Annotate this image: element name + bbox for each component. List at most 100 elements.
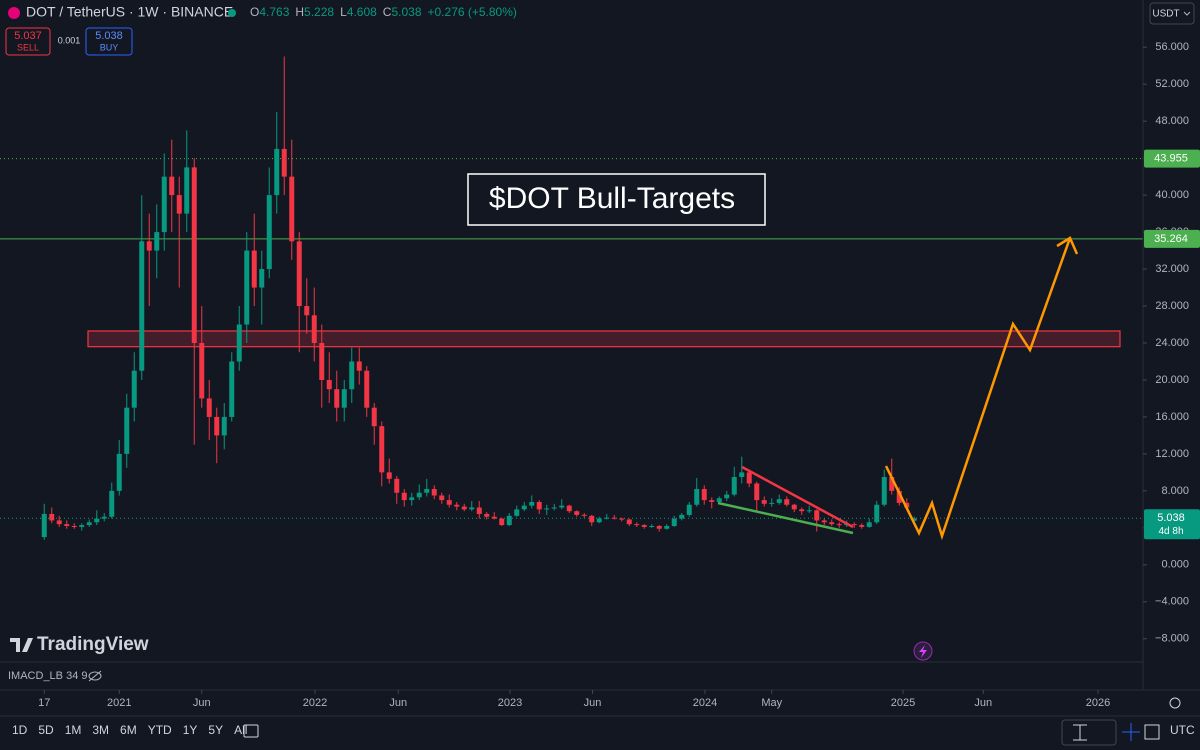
candle-body bbox=[71, 525, 77, 527]
candle-body bbox=[64, 524, 70, 526]
ohlc-letter: L bbox=[340, 5, 347, 19]
drawings: $DOT Bull-Targets bbox=[467, 173, 1079, 661]
candle-body bbox=[589, 515, 595, 523]
y-tick-label: 28.000 bbox=[1155, 300, 1189, 312]
y-tick-label: 20.000 bbox=[1155, 374, 1189, 386]
candle-body bbox=[244, 250, 250, 325]
symbol[interactable]: DOT / TetherUS · 1W · BINANCE bbox=[26, 4, 233, 20]
candle-body bbox=[326, 379, 332, 390]
candle-body bbox=[356, 361, 362, 371]
candle-body bbox=[199, 342, 205, 399]
candle-body bbox=[559, 505, 565, 508]
candle-body bbox=[296, 241, 302, 307]
sell-label: SELL bbox=[17, 42, 39, 52]
candle-body bbox=[761, 500, 767, 504]
candle-body bbox=[874, 504, 880, 523]
x-tick-label: 2024 bbox=[693, 697, 717, 709]
candle-body bbox=[229, 361, 235, 417]
candle-body bbox=[581, 514, 587, 516]
buy-button[interactable] bbox=[85, 27, 133, 56]
x-tick-label: Jun bbox=[193, 697, 211, 709]
candle-body bbox=[866, 522, 872, 527]
y-tick-label: 8.000 bbox=[1161, 485, 1189, 497]
candle-body bbox=[746, 472, 752, 484]
ohlc: O4.763 H5.228 L4.608 C5.038 +0.276 (+5.80%) bbox=[250, 5, 517, 19]
candle-body bbox=[814, 510, 820, 521]
candle-body bbox=[851, 524, 857, 526]
range-button[interactable]: YTD bbox=[148, 723, 172, 737]
trend-line bbox=[741, 465, 854, 529]
candle-body bbox=[184, 167, 190, 214]
price-tag bbox=[1144, 229, 1200, 248]
buy-label: BUY bbox=[100, 42, 119, 52]
trend-line bbox=[717, 501, 854, 535]
candle-body bbox=[394, 478, 400, 493]
candle-body bbox=[896, 490, 902, 503]
candle-body bbox=[319, 342, 325, 380]
candle-body bbox=[716, 498, 722, 502]
x-tick-label: May bbox=[761, 697, 782, 709]
candle-body bbox=[701, 489, 707, 501]
settings-icon[interactable] bbox=[1169, 697, 1181, 709]
candle-body bbox=[154, 232, 160, 251]
candle-body bbox=[221, 416, 227, 436]
candle-body bbox=[139, 241, 145, 371]
candle-body bbox=[304, 306, 310, 316]
candle-body bbox=[484, 513, 490, 517]
price-tag-label: 35.264 bbox=[1154, 233, 1188, 245]
goto-date-icon[interactable] bbox=[243, 724, 259, 738]
x-tick-label: 2025 bbox=[891, 697, 915, 709]
sell-button[interactable] bbox=[5, 27, 51, 56]
visibility-icon[interactable] bbox=[88, 670, 102, 682]
range-button[interactable]: 1Y bbox=[183, 723, 198, 737]
candle-body bbox=[656, 525, 662, 529]
indicator-label[interactable]: IMACD_LB 34 9 bbox=[8, 670, 87, 682]
y-tick-label: 16.000 bbox=[1155, 411, 1189, 423]
candle-body bbox=[206, 398, 212, 417]
candle-body bbox=[619, 518, 625, 520]
candle-body bbox=[161, 176, 167, 233]
candle-body bbox=[521, 505, 527, 510]
candle-body bbox=[799, 509, 805, 512]
x-tick-label: 2026 bbox=[1086, 697, 1110, 709]
candle-body bbox=[191, 167, 197, 343]
range-button[interactable]: 6M bbox=[120, 723, 137, 737]
y-tick-label: 56.000 bbox=[1155, 41, 1189, 53]
candle-body bbox=[596, 518, 602, 523]
candle-body bbox=[709, 500, 715, 502]
currency-button[interactable] bbox=[1149, 2, 1195, 25]
range-button[interactable]: 1M bbox=[65, 723, 82, 737]
candle-body bbox=[169, 176, 175, 196]
candle-body bbox=[566, 505, 572, 512]
candle-body bbox=[94, 518, 100, 523]
candle-body bbox=[409, 497, 415, 501]
candle-body bbox=[859, 525, 865, 527]
candle-body bbox=[514, 509, 520, 516]
crosshair-icon[interactable] bbox=[1122, 723, 1140, 741]
candle-body bbox=[806, 510, 812, 512]
measure-icon[interactable] bbox=[1073, 724, 1087, 741]
range-button[interactable]: 3M bbox=[92, 723, 109, 737]
y-tick-label: 48.000 bbox=[1155, 115, 1189, 127]
candle-body bbox=[769, 502, 775, 504]
candle-body bbox=[266, 195, 272, 270]
x-tick-label: 17 bbox=[38, 697, 50, 709]
range-button[interactable]: 5Y bbox=[208, 723, 223, 737]
currency: USDT bbox=[1152, 9, 1179, 20]
range-button[interactable]: 1D bbox=[12, 723, 28, 737]
candle-body bbox=[476, 507, 482, 514]
candle-body bbox=[686, 504, 692, 515]
fullscreen-icon[interactable] bbox=[1144, 724, 1160, 740]
candle-body bbox=[176, 195, 182, 214]
candle-body bbox=[604, 517, 610, 519]
y-tick-label: 52.000 bbox=[1155, 78, 1189, 90]
range-button[interactable]: 5D bbox=[38, 723, 54, 737]
candle-body bbox=[574, 511, 580, 515]
candle-body bbox=[461, 506, 467, 510]
y-tick-label: −4.000 bbox=[1155, 596, 1189, 608]
candle-body bbox=[334, 389, 340, 408]
candle-body bbox=[754, 483, 760, 501]
timezone[interactable]: UTC bbox=[1170, 723, 1195, 737]
candle-body bbox=[739, 472, 745, 478]
